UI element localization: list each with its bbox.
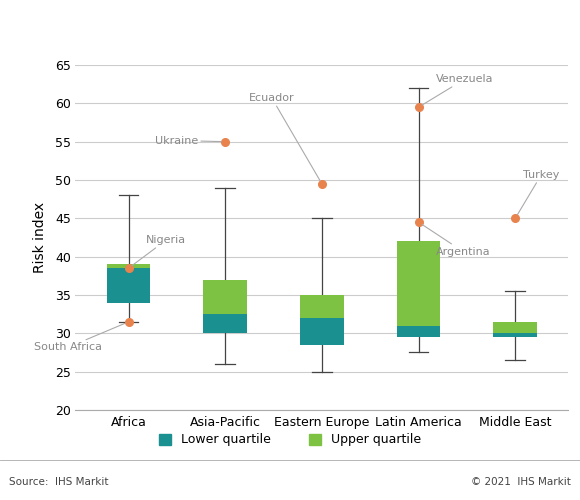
- Bar: [107, 268, 150, 302]
- Bar: [300, 318, 344, 345]
- Text: Source:  IHS Markit: Source: IHS Markit: [9, 477, 108, 487]
- Text: © 2021  IHS Markit: © 2021 IHS Markit: [472, 477, 571, 487]
- Text: Venezuela: Venezuela: [422, 74, 494, 105]
- Bar: [107, 264, 150, 268]
- Bar: [300, 295, 344, 318]
- Bar: [494, 322, 537, 334]
- Bar: [397, 242, 440, 326]
- Text: Argentina: Argentina: [422, 224, 491, 256]
- Text: Nigeria: Nigeria: [132, 235, 186, 266]
- Legend: Lower quartile, Upper quartile: Lower quartile, Upper quartile: [154, 428, 426, 452]
- Text: South Africa: South Africa: [34, 324, 125, 352]
- Bar: [397, 326, 440, 337]
- Text: Regional distribution of non-payment risk in Q4 2020: Regional distribution of non-payment ris…: [9, 15, 465, 30]
- Y-axis label: Risk index: Risk index: [33, 202, 47, 273]
- Text: Turkey: Turkey: [517, 170, 559, 215]
- Text: Ukraine: Ukraine: [155, 136, 221, 145]
- Bar: [204, 314, 247, 334]
- Text: Ecuador: Ecuador: [249, 94, 320, 180]
- Bar: [494, 334, 537, 337]
- Bar: [204, 280, 247, 314]
